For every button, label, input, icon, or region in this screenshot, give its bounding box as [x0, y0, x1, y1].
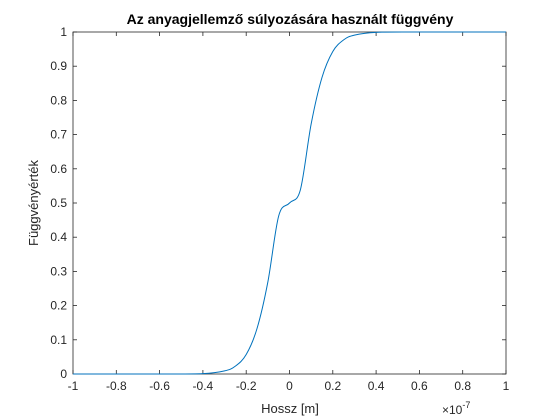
plot-area: -1 -0.8 -0.6 -0.4 -0.2 0 0.2 0.4 0.6 0.8 1 0 0.1 0.2… [50, 25, 509, 393]
x-tick-label-0: -1 [68, 379, 79, 393]
x-tick-label-7: 0.4 [368, 379, 385, 393]
y-tick-label-0: 0 [60, 367, 67, 381]
y-tick-label-4: 0.4 [50, 230, 67, 244]
y-tick-label-3: 0.3 [50, 264, 67, 278]
chart-title: Az anyagjellemző súlyozására használt fü… [127, 11, 454, 27]
y-axis-label: Függvényérték [26, 160, 41, 246]
x-tick-label-9: 0.8 [454, 379, 471, 393]
y-tick-label-5: 0.5 [50, 196, 67, 210]
x-tick-label-10: 1 [503, 379, 510, 393]
y-tick-label-7: 0.7 [50, 128, 67, 142]
y-tick-label-1: 0.1 [50, 333, 67, 347]
series-line [72, 31, 506, 375]
x-axis-exponent-power: -7 [462, 400, 470, 410]
y-tick-label-2: 0.2 [50, 299, 67, 313]
x-tick-label-3: -0.4 [193, 379, 214, 393]
x-tick-label-4: -0.2 [236, 379, 257, 393]
x-tick-label-1: -0.8 [106, 379, 127, 393]
x-tick-label-6: 0.2 [324, 379, 341, 393]
x-axis-exponent: ×10-7 [442, 400, 470, 417]
x-axis-exponent-base: ×10 [442, 403, 463, 417]
y-tick-label-9: 0.9 [50, 59, 67, 73]
y-tick-label-6: 0.6 [50, 162, 67, 176]
y-axis-tick-labels: 0 0.1 0.2 0.3 0.4 0.5 0.6 0.7 0.8 0.9 1 [50, 25, 67, 381]
y-tick-label-8: 0.8 [50, 93, 67, 107]
x-axis-tick-labels: -1 -0.8 -0.6 -0.4 -0.2 0 0.2 0.4 0.6 0.8 1 [68, 379, 510, 393]
y-tick-label-10: 1 [60, 25, 67, 39]
x-tick-label-8: 0.6 [411, 379, 428, 393]
x-tick-label-2: -0.6 [149, 379, 170, 393]
x-tick-label-5: 0 [286, 379, 293, 393]
x-axis-label: Hossz [m] [261, 401, 319, 416]
